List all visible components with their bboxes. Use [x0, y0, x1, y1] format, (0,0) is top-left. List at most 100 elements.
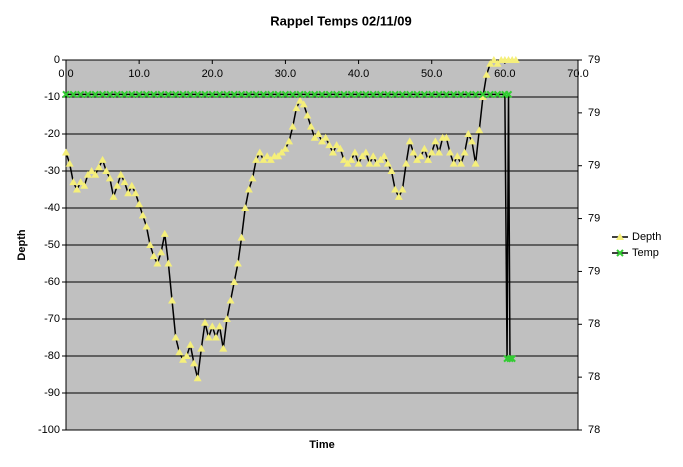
temp-marker [479, 90, 487, 99]
depth-marker [391, 185, 400, 193]
temp-marker [215, 90, 224, 99]
y-tick-label: -80 [44, 350, 60, 362]
depth-marker [475, 126, 484, 134]
temp-marker [289, 90, 297, 99]
depth-marker [120, 178, 129, 186]
temp-marker [113, 90, 121, 99]
temp-marker [237, 90, 246, 99]
temp-marker [493, 90, 502, 99]
temp-marker [362, 90, 370, 99]
depth-marker [409, 148, 418, 156]
depth-marker [402, 159, 411, 167]
depth-marker [446, 148, 454, 156]
temp-marker [223, 90, 231, 99]
depth-marker [467, 137, 476, 145]
depth-marker [230, 278, 239, 285]
temp-marker [296, 90, 304, 99]
depth-marker [405, 137, 414, 145]
temp-marker [325, 90, 334, 99]
depth-marker [460, 148, 469, 156]
depth-marker [138, 211, 147, 219]
depth-marker [171, 333, 180, 341]
x-tick-label: 30.0 [275, 68, 296, 80]
y-tick-label: -100 [38, 424, 60, 436]
depth-marker [292, 104, 301, 112]
depth-marker [318, 137, 326, 145]
y2-tick-label: 78 [588, 318, 600, 330]
depth-marker [413, 155, 422, 163]
y-tick-label: -60 [44, 276, 60, 288]
depth-marker [237, 233, 246, 241]
depth-marker [288, 122, 297, 130]
temp-marker [69, 90, 78, 99]
depth-marker [350, 148, 359, 156]
temp-marker [201, 90, 209, 99]
depth-marker [226, 296, 235, 304]
y2-tick-label: 79 [588, 107, 600, 119]
x-tick-label: 50.0 [421, 68, 442, 80]
temp-marker [354, 90, 363, 99]
depth-marker [193, 374, 202, 382]
depth-marker [347, 155, 356, 163]
depth-marker [277, 148, 286, 156]
depth-marker [65, 159, 74, 167]
depth-marker [83, 170, 92, 178]
temp-marker [310, 90, 319, 99]
depth-marker [244, 185, 253, 193]
depth-marker [398, 185, 407, 193]
depth-marker [383, 159, 392, 167]
depth-marker [149, 252, 158, 260]
temp-marker [259, 90, 268, 99]
depth-marker [332, 141, 341, 149]
depth-marker [127, 181, 136, 189]
y2-tick-label: 78 [588, 371, 600, 383]
depth-marker [489, 56, 498, 63]
depth-marker [69, 178, 78, 186]
depth-marker [336, 144, 345, 152]
depth-marker [241, 204, 250, 211]
legend-marker [616, 249, 624, 257]
temp-marker [62, 90, 70, 99]
depth-marker [146, 241, 155, 248]
depth-marker [211, 333, 220, 341]
temp-marker [449, 90, 458, 99]
temp-marker [106, 90, 114, 99]
x-axis-label: Time [309, 439, 334, 451]
depth-marker [486, 59, 495, 67]
temp-marker [128, 90, 136, 99]
temp-marker [384, 90, 392, 99]
depth-marker [372, 159, 381, 167]
temp-marker [347, 90, 355, 99]
depth-marker [219, 344, 228, 352]
depth-marker [113, 181, 122, 189]
temp-marker [135, 90, 143, 99]
temp-marker [398, 90, 407, 99]
temp-marker [91, 90, 99, 99]
temp-marker [150, 90, 158, 99]
depth-marker [109, 192, 118, 200]
temp-marker [76, 90, 85, 99]
temp-marker [435, 90, 443, 99]
depth-marker [511, 56, 520, 63]
depth-marker [416, 152, 425, 160]
temp-marker [376, 90, 385, 99]
depth-marker [435, 148, 444, 156]
x-tick-label: 70.0 [567, 68, 588, 80]
depth-marker [387, 167, 396, 174]
depth-marker [482, 70, 491, 78]
depth-marker [91, 170, 100, 178]
temp-marker [504, 90, 513, 99]
depth-marker [116, 170, 125, 178]
depth-marker [263, 152, 272, 160]
temp-marker [340, 90, 348, 99]
y-tick-label: -70 [44, 313, 60, 325]
depth-marker [343, 159, 352, 167]
temp-marker [332, 90, 341, 99]
y2-tick-label: 79 [588, 54, 600, 66]
depth-marker [190, 359, 198, 367]
temp-marker [486, 90, 494, 99]
temp-marker [84, 90, 92, 99]
temp-marker [471, 90, 480, 99]
y-axis-label: Depth [16, 229, 28, 260]
